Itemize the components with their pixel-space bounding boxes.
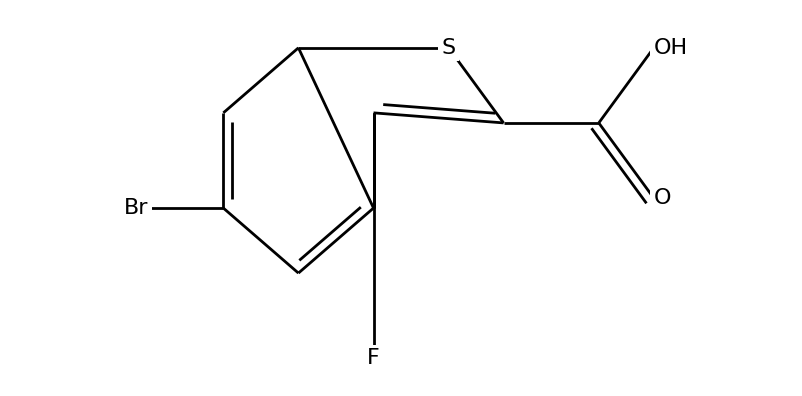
Text: S: S <box>442 38 456 58</box>
Text: F: F <box>367 348 380 368</box>
Text: Br: Br <box>124 198 148 218</box>
Text: O: O <box>654 188 671 208</box>
Text: OH: OH <box>654 38 688 58</box>
